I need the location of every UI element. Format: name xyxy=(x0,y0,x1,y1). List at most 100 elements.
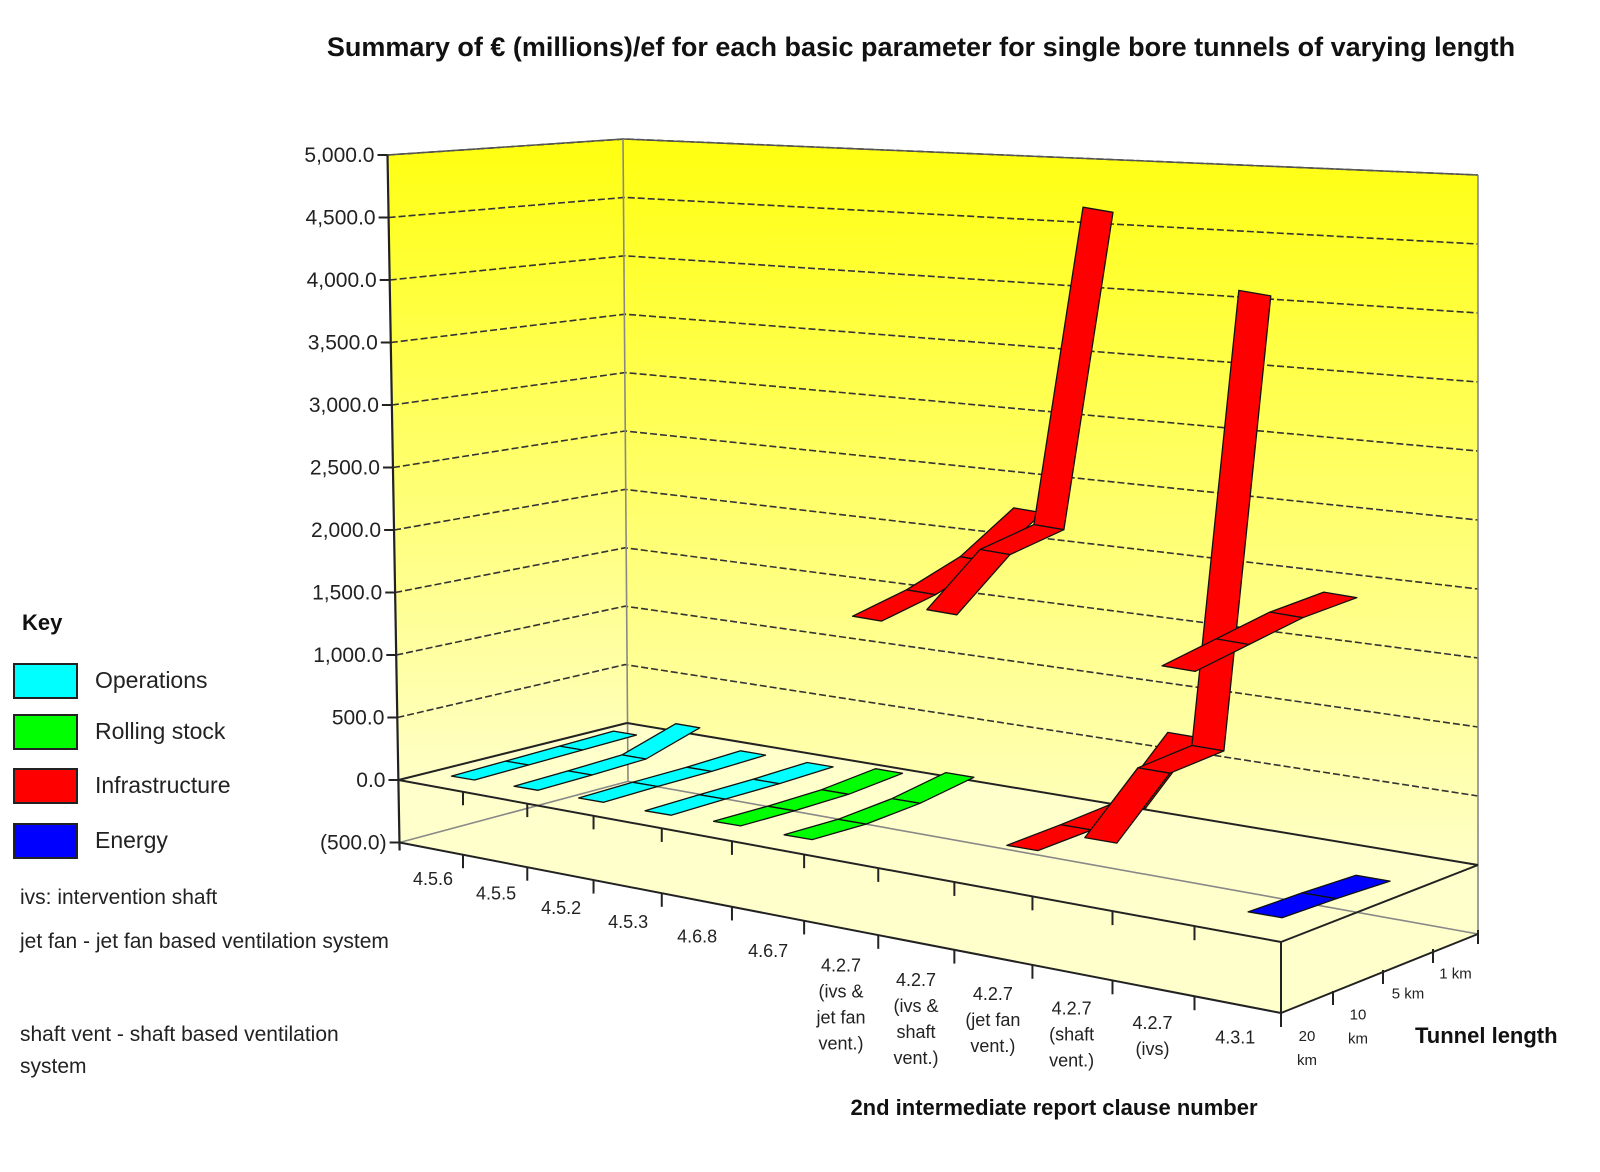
x-tick-label-line: 4.5.5 xyxy=(476,883,516,903)
top-left-edge xyxy=(387,138,624,156)
x-tick-label: 4.2.7 (ivs & jet fan vent.) xyxy=(816,955,866,1053)
x-axis-title: 2nd intermediate report clause number xyxy=(850,1095,1258,1120)
ribbon-segment xyxy=(513,770,593,791)
x-tick-label-line: 4.2.7 xyxy=(1052,999,1092,1019)
x-tick-label-line: 4.3.1 xyxy=(1215,1027,1255,1047)
x-tick-label: 4.5.3 xyxy=(608,912,648,932)
x-tick-label-line: 4.2.7 xyxy=(1132,1013,1172,1033)
x-tick-label: 4.6.8 xyxy=(677,927,717,947)
x-tick-label: 4.2.7 (jet fan vent.) xyxy=(965,984,1020,1056)
depth-tick-label-line: 1 km xyxy=(1439,966,1472,983)
ribbon-operations xyxy=(577,750,767,803)
ribbon-segment xyxy=(1247,892,1337,919)
y-tick-label: 2,000.0 xyxy=(311,519,381,542)
x-tick-label-line: (ivs & xyxy=(893,996,938,1016)
x-tick-label-line: 4.5.6 xyxy=(413,869,453,889)
note-shaft-vent: shaft vent - shaft based ventilation sys… xyxy=(20,1023,339,1078)
x-tick-label: 4.2.7 (ivs) xyxy=(1132,1013,1172,1059)
floor-back-edge xyxy=(626,722,1479,866)
legend-swatch-energy xyxy=(13,823,78,859)
floor-left-edge xyxy=(398,722,628,781)
slab-right-edge xyxy=(1280,933,1479,1014)
x-tick-label: 4.5.2 xyxy=(541,898,581,918)
x-tick-label-line: 4.2.7 xyxy=(973,984,1013,1004)
ribbon-segment xyxy=(783,818,867,841)
floor-right-edge xyxy=(1280,864,1479,943)
x-tick-label-line: vent.) xyxy=(1049,1051,1094,1071)
depth-tick-label-line: 5 km xyxy=(1392,986,1425,1003)
x-tick-label-line: vent.) xyxy=(819,1033,864,1053)
y-tick-label: 2,500.0 xyxy=(310,457,380,480)
ribbon-segment xyxy=(644,794,726,816)
ribbon-infrastructure xyxy=(1084,289,1272,844)
gridline xyxy=(397,663,1479,797)
depth-tick-label: 20 km xyxy=(1297,1028,1317,1069)
y-tick-label: 3,500.0 xyxy=(308,332,378,355)
y-axis-line xyxy=(386,154,401,851)
ribbon-operations xyxy=(450,730,638,781)
ribbon-energy xyxy=(1247,874,1391,919)
depth-tick-label-line: km xyxy=(1348,1031,1368,1048)
x-tick-label-line: (shaft xyxy=(1049,1025,1094,1045)
legend-swatch-operations xyxy=(13,663,78,699)
gridline xyxy=(395,546,1479,659)
ribbon-operations xyxy=(644,761,834,816)
legend-label: Operations xyxy=(95,667,208,693)
data-ribbons xyxy=(450,206,1391,919)
depth-tick-label-line: 20 xyxy=(1299,1028,1316,1045)
depth-tick-label: 1 km xyxy=(1439,966,1472,983)
legend-label: Energy xyxy=(95,827,168,853)
floor-bottom-left-edge xyxy=(399,780,629,844)
x-tick-label-line: (jet fan xyxy=(965,1010,1020,1030)
depth-tick-label: 5 km xyxy=(1392,986,1425,1003)
ribbon-segment xyxy=(712,805,796,827)
x-tick-label: 4.6.7 xyxy=(748,941,788,961)
depth-axis-title: Tunnel length xyxy=(1415,1023,1558,1048)
y-tick-label: (500.0) xyxy=(320,832,387,855)
ribbon-rolling-stock xyxy=(783,771,975,841)
legend-item-infrastructure: Infrastructure xyxy=(13,768,373,804)
ribbon-infrastructure xyxy=(1161,591,1358,673)
y-tick-label: 1,000.0 xyxy=(313,644,383,667)
x-tick-label-line: 4.5.2 xyxy=(541,898,581,918)
gridline xyxy=(388,196,1479,245)
floor-slab xyxy=(398,780,1478,1013)
x-tick-label-line: 4.6.7 xyxy=(748,941,788,961)
chart-title: Summary of € (millions)/ef for each basi… xyxy=(327,32,1515,62)
legend-item-energy: Energy xyxy=(13,823,373,859)
x-tick-label-line: (ivs) xyxy=(1136,1039,1170,1059)
y-tick-label: 5,000.0 xyxy=(304,144,374,167)
y-tick-label: 4,000.0 xyxy=(307,269,377,292)
x-tick-label-line: 4.2.7 xyxy=(896,970,936,990)
ribbon-rolling-stock xyxy=(712,768,904,827)
ribbon-segment xyxy=(926,548,1011,616)
note-jet-fan: jet fan - jet fan based ventilation syst… xyxy=(20,930,389,953)
legend-item-operations: Operations xyxy=(13,663,373,699)
x-tick-label-line: jet fan xyxy=(816,1007,866,1027)
x-tick-label: 4.2.7 (shaft vent.) xyxy=(1049,999,1094,1071)
x-axis-ticks: 4.5.6 4.5.5 4.5.2 4.5.3 4.6.8 4.6.7 4.2.7 (ivs … xyxy=(413,791,1282,1071)
legend-swatch-rolling-stock xyxy=(13,714,78,750)
y-tick-label: 0.0 xyxy=(356,769,385,792)
ribbon-segment xyxy=(577,781,659,803)
legend-item-rolling-stock: Rolling stock xyxy=(13,714,373,750)
floor-front-edge xyxy=(398,779,1282,943)
legend-label: Infrastructure xyxy=(95,772,231,798)
x-tick-label: 4.2.7 (ivs & shaft vent.) xyxy=(893,970,938,1068)
ribbon-segment xyxy=(1161,638,1250,673)
gridline xyxy=(396,605,1479,728)
y-tick-label: 1,500.0 xyxy=(312,582,382,605)
ribbon-segment xyxy=(450,760,530,781)
ribbon-infrastructure xyxy=(926,206,1114,616)
depth-axis-ticks: 20 km 10 km 5 km 1 km xyxy=(1280,930,1479,1069)
left-wall xyxy=(387,139,628,843)
depth-tick-label-line: km xyxy=(1297,1052,1317,1069)
note-ivs: ivs: intervention shaft xyxy=(20,886,218,909)
x-tick-label: 4.3.1 xyxy=(1215,1027,1255,1047)
y-axis-ticks: (500.0) 0.0 500.0 1,000.0 1,500.0 2,000.0 2,50… xyxy=(304,144,400,855)
back-left-edge xyxy=(622,138,629,782)
ribbon-operations xyxy=(513,723,701,791)
x-tick-label: 4.5.5 xyxy=(476,883,516,903)
y-tick-label: 3,000.0 xyxy=(309,394,379,417)
